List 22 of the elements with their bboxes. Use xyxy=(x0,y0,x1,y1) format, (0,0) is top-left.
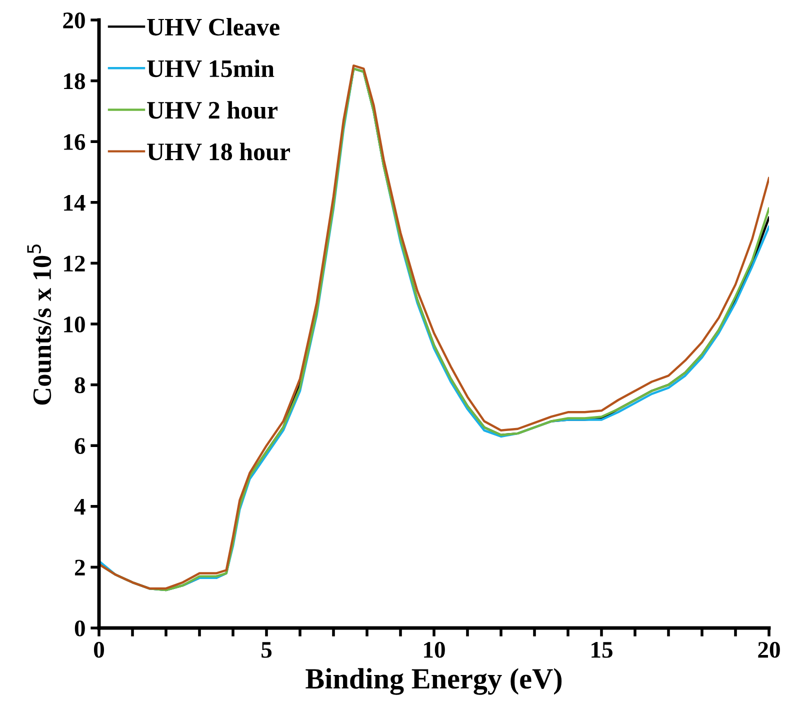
y-tick-label: 4 xyxy=(74,499,86,515)
legend-label: UHV 2 hour xyxy=(147,101,278,119)
y-tick-label: 18 xyxy=(64,73,86,90)
legend-label: UHV 15min xyxy=(147,60,274,78)
y-tick-label: 8 xyxy=(74,377,86,394)
y-tick-label: 10 xyxy=(64,316,85,332)
x-tick-label: 5 xyxy=(262,642,272,658)
y-tick-label: 20 xyxy=(63,12,85,28)
y-tick-label: 14 xyxy=(64,195,86,211)
y-axis-title: Counts/s x 10$^{5}$ xyxy=(27,244,52,405)
x-tick-label: 0 xyxy=(94,642,104,658)
x-tick-label: 10 xyxy=(424,642,445,658)
legend-label: UHV 18 hour xyxy=(147,142,290,160)
y-tick-label: 12 xyxy=(64,256,85,272)
legend-label: UHV Cleave xyxy=(147,18,280,36)
x-tick-label: 15 xyxy=(592,642,612,658)
y-tick-label: 2 xyxy=(74,560,85,576)
y-tick-label: 0 xyxy=(74,620,85,636)
x-axis-title: Binding Energy (eV) xyxy=(306,668,562,695)
y-tick-label: 16 xyxy=(64,134,86,150)
x-tick-label: 20 xyxy=(758,642,780,658)
y-tick-label: 6 xyxy=(74,438,86,454)
